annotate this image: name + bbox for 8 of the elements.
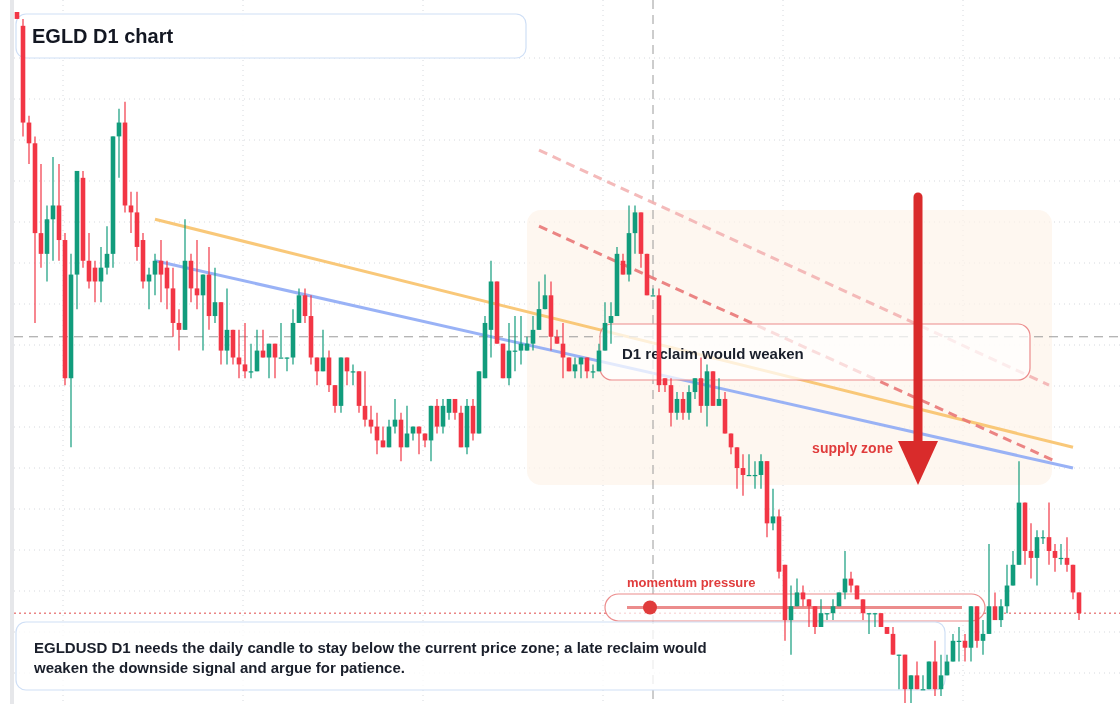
candlestick (590, 363, 596, 379)
candlestick (350, 363, 356, 386)
annotation: supply zone (812, 440, 894, 456)
candlestick (248, 343, 254, 379)
annotation: momentum pressure (627, 575, 756, 590)
text: EGLD D1 chart (32, 25, 174, 47)
annotation: EGLDUSD D1 needs the daily candle to stay below the current price zone; a late reclaim would weaken the downside signal and argue for patience. (33, 639, 707, 676)
candlestick (650, 287, 656, 297)
